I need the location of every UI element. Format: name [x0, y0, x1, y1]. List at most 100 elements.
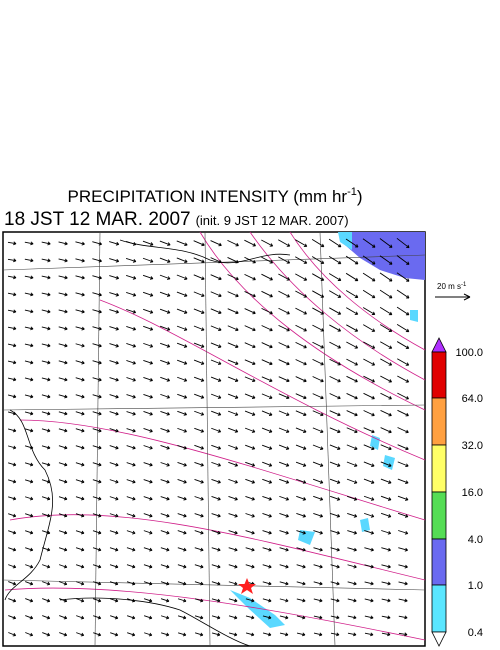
wind-arrow: [210, 240, 222, 247]
wind-arrow: [75, 564, 85, 569]
wind-arrow: [210, 308, 222, 315]
wind-arrow: [381, 530, 392, 535]
wind-arrow: [41, 479, 51, 484]
wind-arrow: [41, 258, 51, 263]
wind-arrow: [227, 393, 239, 399]
wind-arrow: [92, 309, 102, 314]
wind-arrow: [244, 273, 256, 281]
wind-arrow: [346, 375, 358, 383]
wind-arrow: [211, 564, 221, 569]
wind-arrow: [41, 513, 51, 518]
wind-arrow: [41, 275, 51, 280]
wind-arrow: [75, 360, 85, 365]
wind-arrow: [58, 564, 68, 569]
wind-arrow: [362, 255, 376, 265]
wind-arrow: [364, 632, 374, 637]
wind-arrow: [160, 564, 170, 569]
wind-arrow: [109, 309, 119, 314]
coastline: [4, 239, 291, 647]
wind-arrow: [296, 598, 306, 603]
wind-arrow: [346, 495, 358, 501]
wind-arrow: [312, 478, 324, 484]
wind-arrow: [211, 444, 222, 450]
wind-arrow: [160, 359, 171, 365]
wind-arrow: [245, 478, 255, 484]
wind-arrow: [278, 359, 290, 366]
wind-arrow: [396, 272, 410, 282]
wind-arrow: [160, 462, 170, 467]
wind-arrow: [160, 547, 170, 552]
wind-arrow: [177, 393, 188, 399]
wind-arrow: [295, 307, 307, 315]
wind-arrow: [398, 564, 408, 569]
wind-arrow: [346, 324, 359, 332]
wind-arrow: [261, 325, 273, 332]
wind-arrow: [279, 564, 289, 569]
wind-arrow: [177, 547, 187, 552]
wind-arrow: [244, 359, 256, 366]
wind-arrow: [92, 241, 103, 246]
wind-arrow: [398, 598, 408, 603]
wind-arrow: [227, 308, 239, 315]
wind-arrow: [362, 289, 376, 299]
wind-arrow: [345, 272, 359, 282]
wind-arrow: [58, 343, 68, 348]
wind-arrow: [109, 428, 119, 433]
wind-arrow: [363, 375, 375, 383]
wind-arrow: [194, 564, 204, 569]
wind-arrow: [396, 306, 410, 316]
wind-arrow: [364, 598, 374, 603]
precip-areas: [230, 232, 425, 628]
wind-arrow: [330, 615, 340, 620]
wind-arrow: [177, 410, 188, 416]
wind-arrow: [396, 341, 410, 349]
wind-arrow: [364, 512, 375, 518]
wind-arrow: [380, 461, 392, 468]
wind-arrow: [110, 615, 119, 620]
wind-arrow: [194, 547, 204, 552]
wind-arrow: [398, 632, 408, 637]
wind-arrow: [194, 581, 204, 586]
wind-arrow: [329, 444, 341, 450]
wind-arrow: [126, 428, 136, 433]
wind-arrow: [92, 258, 102, 263]
wind-arrow: [244, 291, 256, 298]
wind-arrow: [126, 513, 136, 518]
wind-arrow: [142, 257, 154, 263]
wind-arrow: [227, 376, 239, 382]
wind-arrow: [24, 394, 34, 399]
wind-arrow: [312, 273, 325, 281]
title-superscript: -1: [347, 186, 357, 198]
wind-arrow: [228, 598, 238, 603]
wind-arrow: [58, 377, 68, 382]
wind-arrow: [312, 427, 324, 434]
wind-arrow: [397, 409, 409, 417]
colorbar-label: 1.0: [468, 580, 483, 592]
wind-arrow: [244, 393, 256, 399]
wind-arrow: [329, 410, 341, 417]
wind-arrow: [295, 393, 307, 400]
wind-arrow: [109, 445, 119, 450]
wind-arrow: [279, 495, 290, 501]
wind-arrow: [142, 291, 154, 297]
wind-arrow: [24, 343, 34, 348]
vector-legend-head: [463, 293, 471, 301]
wind-arrow: [109, 258, 120, 263]
wind-arrow: [194, 479, 204, 484]
wind-arrow: [25, 547, 34, 552]
wind-arrow: [346, 461, 358, 467]
contours: [4, 231, 426, 641]
wind-arrow: [160, 530, 170, 535]
title-text: PRECIPITATION INTENSITY (mm hr: [67, 187, 347, 206]
colorbar-bin: [431, 584, 447, 633]
wind-arrow: [228, 632, 238, 637]
wind-arrow: [296, 564, 306, 569]
wind-arrow: [278, 256, 291, 264]
wind-arrow: [177, 632, 187, 637]
wind-arrow: [313, 495, 324, 501]
wind-arrow: [296, 530, 306, 535]
wind-arrow: [211, 581, 221, 586]
wind-arrow: [42, 564, 51, 569]
wind-arrow: [396, 323, 410, 333]
wind-arrow: [278, 461, 290, 467]
